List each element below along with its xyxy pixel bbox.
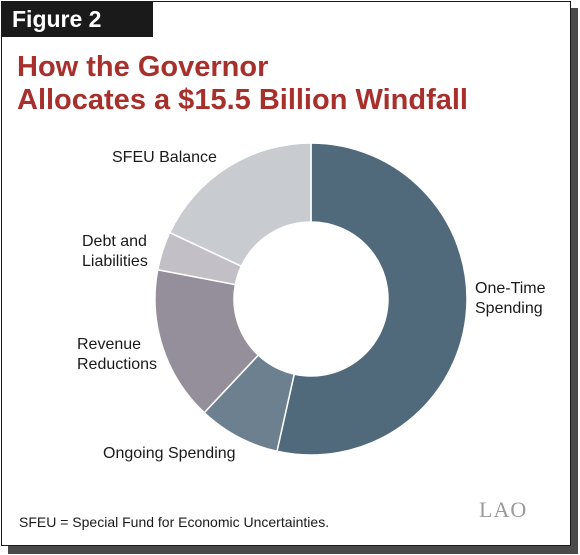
figure-label: Figure 2 — [1, 1, 153, 37]
frame-shadow-right — [571, 8, 578, 554]
label-one-time-spending: One-Time Spending — [475, 280, 546, 317]
figure-frame — [1, 1, 571, 546]
chart-title-line-2: Allocates a $15.5 Billion Windfall — [17, 84, 468, 116]
label-revenue-reductions: Revenue Reductions — [77, 336, 157, 373]
label-debt-and-liabilities: Debt and Liabilities — [82, 233, 148, 270]
label-sfeu-balance: SFEU Balance — [112, 149, 217, 166]
chart-title: How the Governor Allocates a $15.5 Billi… — [17, 51, 468, 117]
slice-sfeu-balance — [168, 142, 312, 268]
slice-one-time-spending — [276, 142, 468, 456]
label-ongoing-spending: Ongoing Spending — [103, 445, 236, 462]
slice-revenue-reductions — [154, 268, 260, 414]
chart-title-line-1: How the Governor — [17, 51, 269, 83]
lao-logo: LAO — [479, 497, 528, 522]
footnote: SFEU = Special Fund for Economic Uncerta… — [19, 514, 330, 530]
frame-shadow-bottom — [8, 546, 578, 554]
